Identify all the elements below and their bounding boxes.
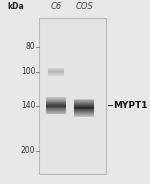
- Bar: [46, 101, 66, 102]
- Bar: [48, 69, 64, 70]
- Bar: [48, 71, 64, 72]
- Bar: [74, 106, 94, 107]
- Bar: [74, 113, 94, 114]
- Text: MYPT1: MYPT1: [113, 100, 148, 109]
- Bar: [74, 108, 94, 109]
- Bar: [48, 70, 64, 71]
- Bar: [46, 100, 66, 101]
- Bar: [46, 110, 66, 111]
- Bar: [74, 101, 94, 102]
- Bar: [46, 107, 66, 108]
- Text: 140: 140: [21, 101, 35, 110]
- Bar: [74, 115, 94, 116]
- Bar: [39, 18, 106, 174]
- Bar: [46, 108, 66, 109]
- Bar: [46, 107, 66, 108]
- Bar: [46, 102, 66, 103]
- Bar: [46, 99, 66, 100]
- Bar: [74, 103, 94, 104]
- Text: COS: COS: [75, 2, 93, 11]
- Bar: [48, 75, 64, 76]
- Bar: [40, 20, 105, 173]
- Bar: [74, 105, 94, 106]
- Bar: [74, 102, 94, 103]
- Bar: [46, 104, 66, 105]
- Bar: [48, 74, 64, 75]
- Bar: [46, 105, 66, 106]
- Bar: [74, 109, 94, 110]
- Text: 80: 80: [26, 42, 35, 51]
- Bar: [46, 109, 66, 110]
- Bar: [74, 111, 94, 112]
- Bar: [46, 111, 66, 112]
- Bar: [74, 112, 94, 113]
- Bar: [48, 68, 64, 69]
- Bar: [46, 103, 66, 104]
- Bar: [48, 72, 64, 73]
- Bar: [74, 100, 94, 101]
- Bar: [46, 97, 66, 98]
- Bar: [74, 104, 94, 105]
- Bar: [46, 106, 66, 107]
- Text: 200: 200: [21, 146, 35, 155]
- Bar: [48, 73, 64, 74]
- Bar: [46, 98, 66, 99]
- Text: C6: C6: [50, 2, 62, 11]
- Bar: [74, 114, 94, 115]
- Bar: [74, 110, 94, 111]
- Bar: [74, 99, 94, 100]
- Text: kDa: kDa: [7, 2, 24, 11]
- Text: 100: 100: [21, 67, 35, 76]
- Bar: [74, 107, 94, 108]
- Bar: [46, 113, 66, 114]
- Bar: [74, 116, 94, 117]
- Bar: [46, 112, 66, 113]
